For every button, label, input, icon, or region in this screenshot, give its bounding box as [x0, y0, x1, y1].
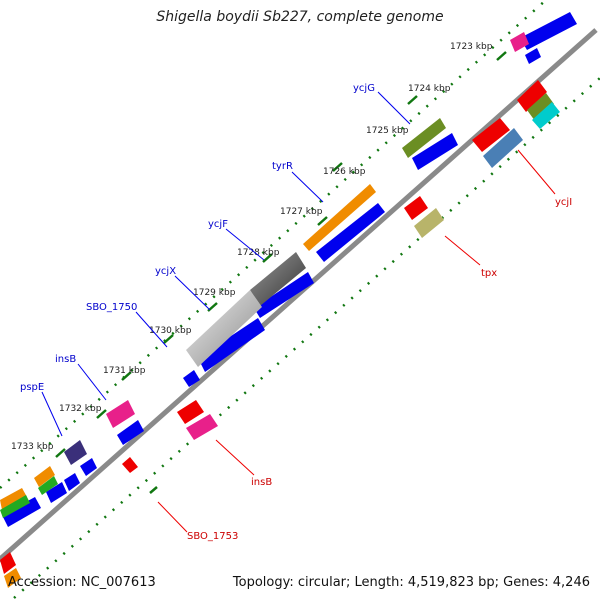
- gene-arrow-forward[interactable]: [254, 272, 314, 318]
- ruler-label: 1731 kbp: [103, 366, 146, 376]
- gene-arrow-red[interactable]: [122, 457, 138, 473]
- ruler-label: 1730 kbp: [149, 326, 192, 336]
- ruler-label: 1726 kbp: [323, 167, 366, 177]
- gene-arrow-forward[interactable]: [183, 370, 200, 387]
- ruler-label: 1732 kbp: [59, 404, 102, 414]
- gene-arrow-khaki[interactable]: [414, 208, 444, 238]
- gene-label[interactable]: tpx: [481, 268, 497, 279]
- gene-label[interactable]: ycjF: [208, 219, 228, 230]
- genome-backbone: [0, 28, 598, 563]
- gene-arrow-magenta[interactable]: [510, 32, 529, 52]
- outer-gene-labels: ycjG tyrR ycjF ycjX SBO_1750 insB pspE: [20, 83, 375, 393]
- reverse-genes: [0, 80, 560, 588]
- gene-arrow-green[interactable]: [0, 495, 30, 518]
- gene-arrow-lightgray[interactable]: [186, 290, 262, 367]
- inner-gene-labels: ycjI tpx insB SBO_1753: [187, 197, 572, 542]
- gene-arrow-forward[interactable]: [412, 133, 458, 170]
- gene-arrow-forward[interactable]: [520, 12, 577, 50]
- gene-arrow-gray[interactable]: [250, 252, 306, 306]
- gene-label[interactable]: insB: [55, 354, 76, 365]
- accession-text: Accession: NC_007613: [8, 575, 156, 590]
- gene-arrow-red[interactable]: [0, 552, 16, 574]
- ruler-labels: 1723 kbp 1724 kbp 1725 kbp 1726 kbp 1727…: [11, 42, 493, 452]
- ruler-label: 1733 kbp: [11, 442, 54, 452]
- gene-arrow-olive[interactable]: [402, 118, 446, 158]
- outer-callouts: [41, 91, 411, 437]
- inner-dotted-track: [13, 77, 600, 599]
- gene-label[interactable]: ycjX: [155, 266, 176, 277]
- gene-arrow-red[interactable]: [517, 80, 547, 112]
- ruler-label: 1727 kbp: [280, 207, 323, 217]
- gene-arrow-orange[interactable]: [0, 488, 27, 510]
- gene-arrow-red[interactable]: [404, 196, 428, 220]
- map-title: Shigella boydii Sb227, complete genome: [156, 9, 444, 25]
- gene-arrow-red[interactable]: [472, 118, 510, 152]
- topology-summary: Topology: circular; Length: 4,519,823 bp…: [232, 575, 590, 590]
- gene-label[interactable]: insB: [251, 477, 272, 488]
- gene-arrow-forward[interactable]: [525, 48, 541, 64]
- gene-arrow-olive[interactable]: [527, 93, 554, 121]
- gene-arrow-forward[interactable]: [46, 482, 67, 503]
- gene-label[interactable]: ycjI: [555, 197, 572, 208]
- ruler-label: 1724 kbp: [408, 84, 451, 94]
- gene-arrow-magenta[interactable]: [186, 414, 218, 440]
- gene-arrow-cyan[interactable]: [532, 102, 560, 129]
- gene-arrow-magenta[interactable]: [106, 400, 135, 428]
- outer-colored-genes: [0, 32, 529, 518]
- inner-callouts: [157, 149, 556, 533]
- gene-arrow-steelblue[interactable]: [483, 128, 523, 168]
- gene-arrow-forward[interactable]: [117, 420, 144, 445]
- gene-label[interactable]: SBO_1750: [86, 302, 137, 313]
- gene-arrow-forward[interactable]: [316, 203, 385, 262]
- ruler-label: 1728 kbp: [237, 248, 280, 258]
- ruler-ticks: [55, 51, 507, 494]
- gene-label[interactable]: pspE: [20, 382, 44, 393]
- gene-label[interactable]: ycjG: [353, 83, 375, 94]
- gene-arrow-forward[interactable]: [198, 318, 265, 372]
- gene-arrow-orange[interactable]: [303, 184, 376, 251]
- gene-arrow-orange[interactable]: [34, 466, 55, 487]
- outer-dotted-track: [0, 0, 547, 489]
- forward-genes: [2, 12, 577, 527]
- gene-arrow-forward[interactable]: [2, 497, 41, 527]
- gene-label[interactable]: tyrR: [272, 161, 293, 172]
- gene-arrow-navy[interactable]: [64, 440, 87, 465]
- gene-arrow-orange[interactable]: [4, 568, 21, 588]
- gene-arrow-forward[interactable]: [80, 458, 97, 476]
- gene-arrow-red[interactable]: [177, 400, 204, 424]
- gene-arrow-forward[interactable]: [64, 473, 80, 491]
- gene-arrow-green[interactable]: [38, 476, 58, 495]
- ruler-label: 1725 kbp: [366, 126, 409, 136]
- ruler-label: 1729 kbp: [193, 288, 236, 298]
- gene-label[interactable]: SBO_1753: [187, 531, 238, 542]
- ruler-label: 1723 kbp: [450, 42, 493, 52]
